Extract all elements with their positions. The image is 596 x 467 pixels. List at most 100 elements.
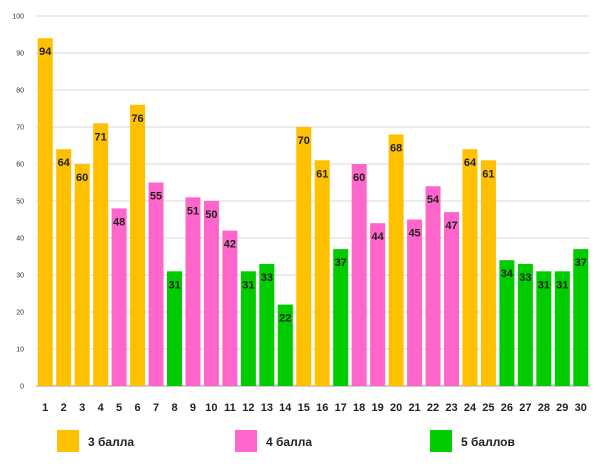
legend-label: 3 балла xyxy=(88,435,134,449)
y-tick-label: 10 xyxy=(16,347,24,354)
x-tick-label: 3 xyxy=(79,402,85,414)
y-tick-label: 30 xyxy=(16,273,24,280)
data-label: 33 xyxy=(519,272,531,284)
data-label: 45 xyxy=(408,228,420,240)
x-tick-label: 11 xyxy=(224,402,236,414)
bar xyxy=(130,104,146,387)
bar xyxy=(111,208,127,386)
x-tick-label: 16 xyxy=(316,402,328,414)
y-tick-label: 70 xyxy=(16,125,24,132)
bar xyxy=(167,271,182,386)
data-label: 61 xyxy=(482,168,494,180)
x-tick-label: 12 xyxy=(242,402,254,414)
bar xyxy=(370,223,386,386)
y-tick-label: 80 xyxy=(16,88,24,95)
legend-swatch xyxy=(235,430,257,452)
data-label: 42 xyxy=(224,239,236,251)
bar xyxy=(314,160,330,386)
data-label: 31 xyxy=(556,279,568,291)
data-label: 31 xyxy=(538,279,550,291)
x-tick-label: 26 xyxy=(501,402,513,414)
y-axis: 0 10 20 30 40 50 60 70 80 90 100 xyxy=(12,14,24,391)
data-label: 50 xyxy=(205,209,217,221)
x-tick-label: 19 xyxy=(372,402,384,414)
bar xyxy=(259,263,275,386)
data-label: 71 xyxy=(95,131,107,143)
bar xyxy=(148,182,164,386)
bar xyxy=(499,260,515,386)
x-tick-label: 28 xyxy=(538,402,550,414)
x-tick-label: 20 xyxy=(390,402,402,414)
bar xyxy=(554,271,570,386)
x-tick-label: 15 xyxy=(298,402,310,414)
x-tick-label: 25 xyxy=(482,402,494,414)
x-tick-label: 30 xyxy=(575,402,587,414)
y-tick-label: 90 xyxy=(16,51,24,58)
x-tick-label: 27 xyxy=(519,402,531,414)
x-tick-label: 1 xyxy=(42,402,48,414)
bar xyxy=(407,219,423,386)
bar xyxy=(517,263,533,386)
y-tick-label: 50 xyxy=(16,199,24,206)
x-tick-label: 13 xyxy=(261,402,273,414)
bar xyxy=(37,38,53,386)
y-tick-label: 60 xyxy=(16,162,24,169)
bar xyxy=(203,201,219,386)
x-axis: 1 2 3 4 5 6 7 8 9 10 11 12 13 14 15 16 17 18 19 20 21 22 23 24 2… xyxy=(42,402,587,414)
bar xyxy=(277,304,293,386)
x-tick-label: 18 xyxy=(353,402,365,414)
legend-label: 4 балла xyxy=(266,435,312,449)
data-label: 94 xyxy=(39,46,52,58)
legend: 3 балла 4 балла 5 баллов xyxy=(57,430,515,452)
data-label: 51 xyxy=(187,205,199,217)
x-tick-label: 9 xyxy=(190,402,196,414)
data-label: 37 xyxy=(335,257,347,269)
bar xyxy=(462,149,478,386)
data-label: 48 xyxy=(113,216,125,228)
x-tick-label: 24 xyxy=(464,402,477,414)
data-label: 34 xyxy=(501,268,514,280)
data-label: 68 xyxy=(390,142,402,154)
x-tick-label: 5 xyxy=(116,402,122,414)
data-label: 33 xyxy=(261,272,273,284)
data-label: 22 xyxy=(279,313,291,325)
bar xyxy=(480,160,496,386)
x-tick-label: 23 xyxy=(445,402,457,414)
data-label: 54 xyxy=(427,194,440,206)
bar xyxy=(240,271,256,386)
x-tick-label: 10 xyxy=(205,402,217,414)
bar xyxy=(425,186,441,386)
x-tick-label: 17 xyxy=(335,402,347,414)
bar xyxy=(444,212,459,386)
x-tick-label: 6 xyxy=(135,402,141,414)
bar xyxy=(222,230,238,386)
x-tick-label: 4 xyxy=(98,402,105,414)
bar xyxy=(56,149,72,386)
bar xyxy=(296,127,312,386)
x-tick-label: 8 xyxy=(171,402,177,414)
x-tick-label: 14 xyxy=(279,402,292,414)
bar xyxy=(93,123,109,387)
y-tick-label: 40 xyxy=(16,236,24,243)
legend-swatch xyxy=(430,430,452,452)
bar xyxy=(573,249,589,386)
bar xyxy=(536,271,552,386)
gridlines xyxy=(36,15,590,387)
legend-label: 5 баллов xyxy=(461,435,515,449)
data-label: 70 xyxy=(298,135,310,147)
data-label: 60 xyxy=(76,172,88,184)
bar xyxy=(74,164,90,386)
bar xyxy=(333,249,349,386)
data-label: 37 xyxy=(575,257,587,269)
bars: 94 64 60 71 48 76 55 31 51 50 42 31 33 22 70 61 37 60 44 68… xyxy=(37,38,589,387)
bar xyxy=(351,164,367,386)
x-tick-label: 21 xyxy=(408,402,420,414)
x-tick-label: 29 xyxy=(556,402,568,414)
x-tick-label: 22 xyxy=(427,402,439,414)
data-label: 55 xyxy=(150,191,162,203)
data-label: 64 xyxy=(464,157,477,169)
x-tick-label: 7 xyxy=(153,402,159,414)
data-label: 31 xyxy=(168,279,180,291)
bar xyxy=(388,134,404,386)
